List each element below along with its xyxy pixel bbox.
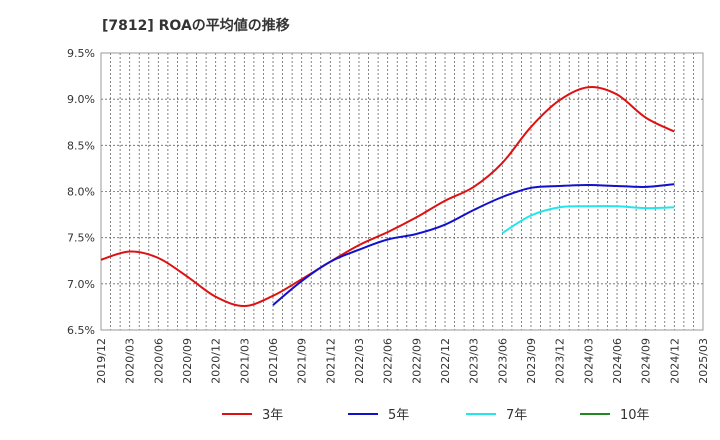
legend-label: 5年 <box>388 408 409 423</box>
grid <box>100 52 703 331</box>
x-tick-label: 2024/09 <box>640 338 653 384</box>
x-tick-label: 2022/09 <box>410 338 423 384</box>
y-tick-label: 9.5% <box>67 47 95 60</box>
x-tick-label: 2020/12 <box>210 338 223 384</box>
x-tick-label: 2022/03 <box>353 338 366 384</box>
x-tick-label: 2021/06 <box>267 338 280 384</box>
x-tick-label: 2021/09 <box>296 338 309 384</box>
y-axis-ticks: 9.5% 9.0% 8.5% 8.0% 7.5% 7.0% 6.5% <box>67 47 95 337</box>
x-tick-label: 2023/12 <box>554 338 567 384</box>
x-tick-label: 2025/03 <box>697 338 710 384</box>
legend-label: 7年 <box>506 408 527 423</box>
y-tick-label: 9.0% <box>67 93 95 106</box>
x-tick-label: 2021/03 <box>238 338 251 384</box>
y-tick-label: 8.0% <box>67 186 95 199</box>
x-tick-label: 2022/06 <box>382 338 395 384</box>
legend-label: 10年 <box>620 408 650 423</box>
series-lines <box>100 86 675 308</box>
x-tick-label: 2019/12 <box>95 338 108 384</box>
x-tick-label: 2023/09 <box>525 338 538 384</box>
x-tick-label: 2023/06 <box>496 338 509 384</box>
legend-label: 3年 <box>262 408 283 423</box>
x-tick-label: 2020/09 <box>181 338 194 384</box>
x-tick-label: 2020/06 <box>152 338 165 384</box>
x-tick-label: 2023/03 <box>468 338 481 384</box>
x-tick-label: 2024/06 <box>611 338 624 384</box>
y-tick-label: 7.5% <box>67 232 95 245</box>
y-tick-label: 6.5% <box>67 324 95 337</box>
chart-title: [7812] ROAの平均値の推移 <box>102 17 290 34</box>
x-axis-ticks: 2019/12 2020/03 2020/06 2020/09 2020/12 2021/… <box>95 338 710 384</box>
x-tick-label: 2022/12 <box>439 338 452 384</box>
series-line-7年 <box>501 205 675 234</box>
plot-frame <box>100 52 704 331</box>
y-tick-label: 7.0% <box>67 278 95 291</box>
y-tick-label: 8.5% <box>67 139 95 152</box>
x-tick-label: 2021/12 <box>324 338 337 384</box>
x-tick-label: 2024/03 <box>582 338 595 384</box>
x-tick-label: 2020/03 <box>124 338 137 384</box>
legend: 3年 5年 7年 10年 <box>222 408 650 423</box>
x-tick-label: 2024/12 <box>668 338 681 384</box>
series-line-5年 <box>272 183 675 306</box>
series-line-3年 <box>100 86 675 308</box>
